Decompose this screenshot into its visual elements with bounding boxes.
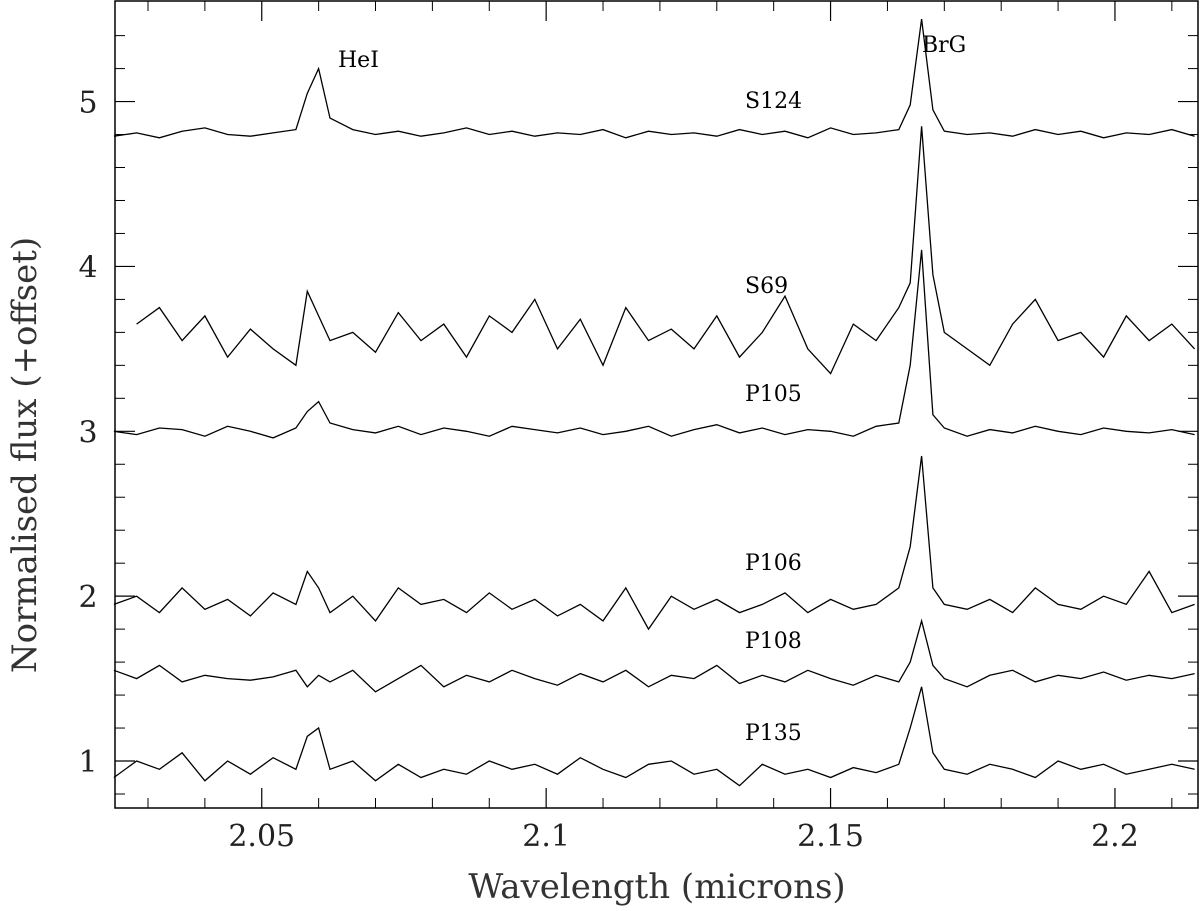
annotation: HeI <box>338 48 379 73</box>
plot-frame <box>114 0 1199 809</box>
x-axis-label: Wavelength (microns) <box>468 867 845 907</box>
spectrum-line <box>113 19 1195 139</box>
series-label: S124 <box>745 89 802 114</box>
series-label: P105 <box>745 382 802 407</box>
y-tick-label: 3 <box>78 415 97 450</box>
series-label: P108 <box>745 629 802 654</box>
spectrum-line <box>113 455 1195 631</box>
y-axis-label: Normalised flux (+offset) <box>5 237 45 673</box>
y-tick-label: 1 <box>78 745 97 780</box>
y-tick-label: 2 <box>78 580 97 615</box>
spectrum-line <box>113 686 1195 787</box>
series-label: P135 <box>745 721 802 746</box>
y-tick-label: 4 <box>78 250 97 285</box>
y-tick-label: 5 <box>78 86 97 121</box>
series-label: P106 <box>745 551 802 576</box>
x-tick-label: 2.2 <box>1091 819 1139 854</box>
spectrum-line <box>113 249 1195 439</box>
series-label: S69 <box>745 274 788 299</box>
spectrum-line <box>113 618 1195 693</box>
x-tick-label: 2.15 <box>797 819 864 854</box>
x-tick-label: 2.05 <box>228 819 295 854</box>
spectrum-line <box>136 126 1196 375</box>
annotation: BrG <box>922 33 966 58</box>
x-tick-label: 2.1 <box>522 819 570 854</box>
